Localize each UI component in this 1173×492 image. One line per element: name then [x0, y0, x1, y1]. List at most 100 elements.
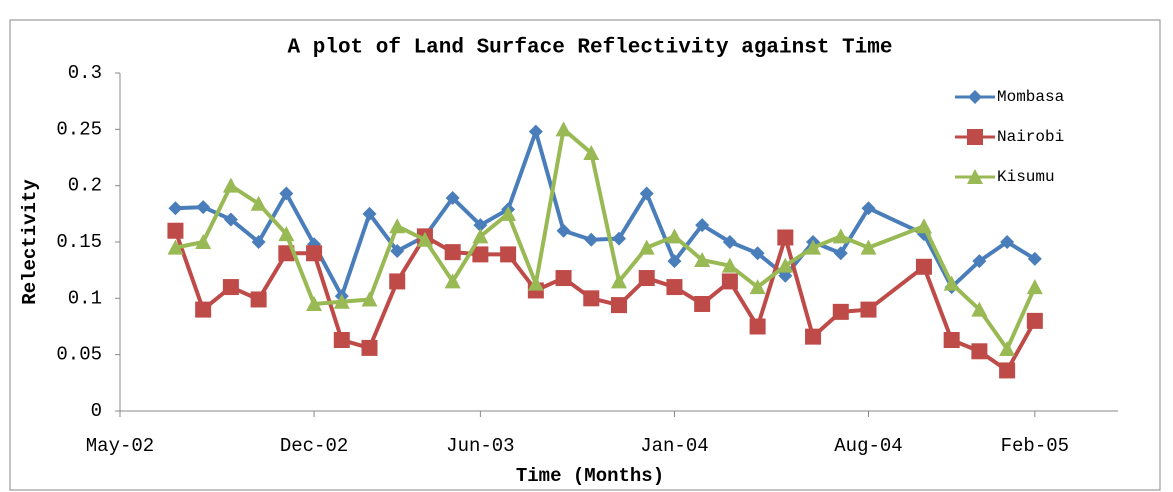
marker [971, 301, 988, 317]
marker [250, 291, 267, 308]
marker [222, 279, 239, 296]
marker [943, 275, 960, 291]
y-axis-label: Relectivity [19, 179, 41, 305]
marker [445, 191, 460, 206]
marker [583, 144, 600, 160]
marker [306, 295, 323, 311]
marker [361, 291, 378, 307]
marker [500, 246, 517, 263]
marker [695, 218, 710, 233]
marker [556, 223, 571, 238]
marker [583, 290, 600, 307]
marker [528, 124, 543, 139]
x-axis-label: Time (Months) [516, 465, 664, 487]
marker [168, 201, 183, 216]
x-tick-label: Dec-02 [280, 435, 348, 457]
marker [167, 239, 184, 255]
marker [861, 201, 876, 216]
marker [832, 303, 849, 320]
marker [251, 235, 266, 249]
marker [584, 232, 599, 247]
marker [833, 246, 848, 261]
marker [500, 205, 517, 221]
marker [472, 246, 489, 263]
marker [805, 328, 822, 345]
marker [333, 293, 350, 309]
marker [972, 254, 987, 269]
marker [250, 195, 267, 211]
marker [721, 273, 738, 290]
marker [195, 234, 212, 249]
x-tick-label: Aug-04 [834, 435, 902, 457]
marker [361, 339, 378, 356]
marker [278, 226, 295, 242]
marker [195, 301, 212, 318]
marker [444, 273, 461, 289]
marker [473, 218, 488, 233]
marker [860, 239, 877, 255]
marker [694, 295, 711, 312]
marker [749, 318, 766, 335]
legend-label: Mombasa [997, 88, 1065, 106]
marker [667, 254, 682, 269]
marker [1026, 279, 1043, 295]
marker [612, 231, 626, 246]
marker [390, 244, 405, 259]
marker [527, 275, 544, 291]
marker [722, 235, 737, 249]
marker [638, 270, 655, 287]
marker [555, 270, 572, 287]
marker [1000, 235, 1015, 249]
marker [721, 257, 738, 273]
marker [639, 186, 654, 201]
marker [999, 362, 1016, 379]
marker [915, 258, 932, 275]
marker [472, 228, 489, 244]
y-tick-label: 0.05 [56, 344, 102, 366]
marker [279, 186, 294, 201]
marker [611, 297, 627, 314]
chart-title: A plot of Land Surface Reflectivity agai… [288, 37, 893, 60]
marker [222, 177, 239, 193]
legend-label: Kisumu [997, 168, 1055, 186]
legend-marker [967, 169, 983, 184]
legend-marker [967, 129, 983, 145]
marker [333, 332, 350, 349]
marker [666, 228, 683, 244]
marker [638, 239, 655, 255]
marker [915, 218, 932, 234]
marker [362, 206, 377, 221]
x-tick-label: Jun-03 [446, 435, 514, 457]
y-tick-label: 0 [91, 400, 102, 422]
marker [611, 273, 627, 289]
marker [1026, 312, 1043, 329]
marker [196, 200, 211, 215]
legend-label: Nairobi [997, 128, 1064, 146]
marker [943, 332, 960, 349]
marker [444, 244, 461, 261]
marker [666, 279, 683, 296]
marker [555, 121, 572, 137]
y-tick-label: 0.2 [68, 175, 102, 197]
marker [389, 273, 406, 290]
x-tick-label: Feb-05 [1001, 435, 1069, 457]
marker [1027, 251, 1042, 266]
x-tick-label: May-02 [86, 435, 154, 457]
marker [999, 341, 1016, 357]
marker [750, 246, 765, 261]
marker [416, 231, 433, 247]
y-tick-label: 0.1 [68, 287, 102, 309]
marker [805, 239, 822, 255]
marker [306, 245, 323, 262]
marker [223, 212, 238, 227]
marker [777, 257, 794, 273]
marker [749, 279, 766, 295]
marker [777, 229, 794, 246]
y-tick-label: 0.3 [68, 62, 102, 84]
marker [389, 218, 406, 234]
marker [971, 343, 988, 360]
legend-marker [968, 90, 982, 104]
y-tick-label: 0.15 [56, 231, 102, 253]
x-tick-label: Jan-04 [640, 435, 708, 457]
